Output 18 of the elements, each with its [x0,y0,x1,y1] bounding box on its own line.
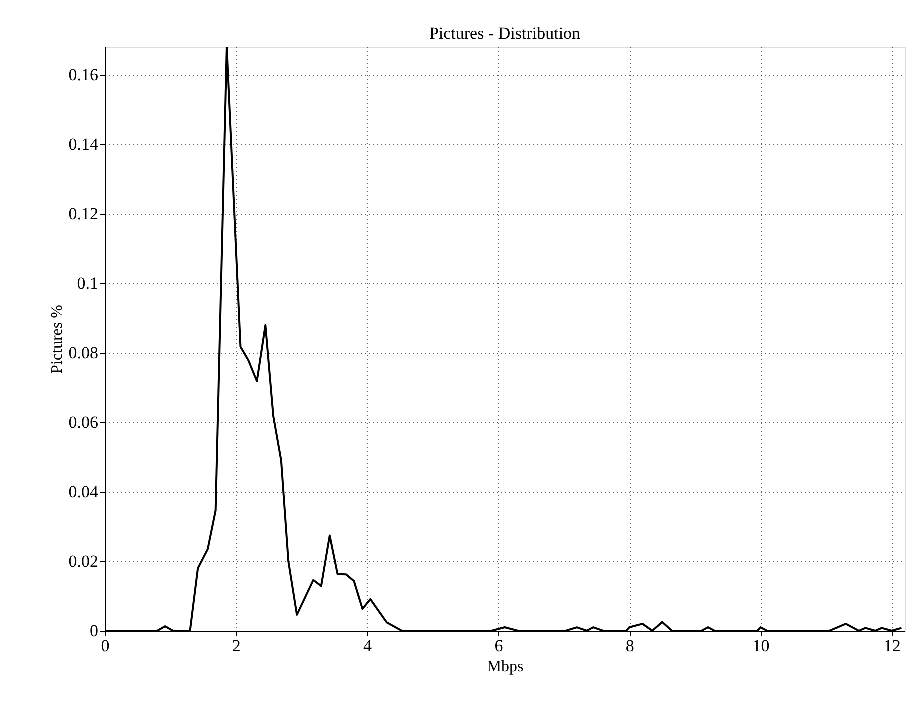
y-tick-label: 0.14 [68,134,99,154]
chart-title: Pictures - Distribution [429,24,582,43]
y-tick-label: 0 [90,622,98,640]
y-axis-title: Pictures % [48,305,66,374]
y-tick-label: 0.12 [68,204,98,224]
x-tick-label: 8 [626,636,634,656]
x-tick-label: 12 [884,636,901,656]
x-tick-label: 6 [494,636,504,656]
y-tick-label: 0.16 [68,65,98,84]
y-tick-label: 0.02 [68,552,98,571]
y-tick-label: 0.08 [68,343,98,362]
x-tick-label: 2 [232,636,241,656]
y-tick-label: 0.04 [68,482,99,502]
y-tick-label: 0.06 [68,412,98,432]
y-tick-label: 0.1 [77,274,98,293]
x-tick-label: 4 [364,636,373,656]
x-tick-label: 10 [752,636,770,656]
x-axis-title: Mbps [487,658,524,676]
